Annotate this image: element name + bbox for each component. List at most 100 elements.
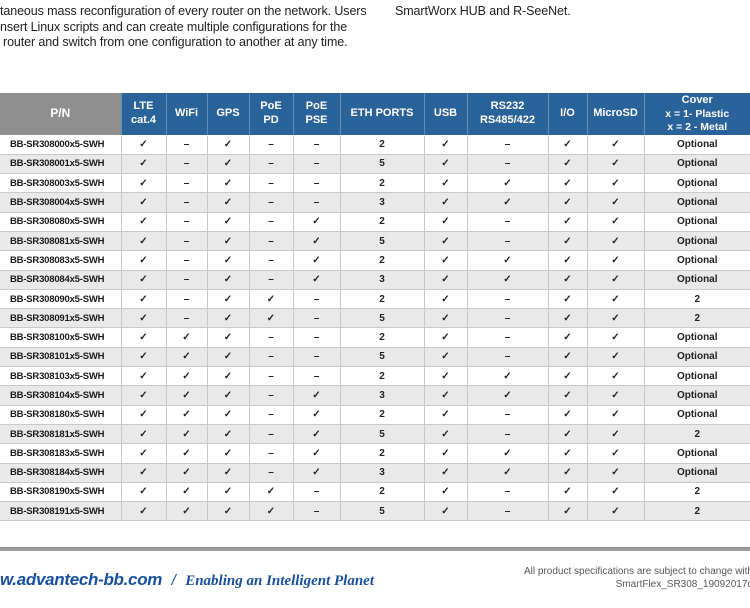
spec-cell-gps: ✓ xyxy=(207,327,250,348)
spec-cell-eth-ports: 3 xyxy=(340,385,425,406)
spec-cell-io: ✓ xyxy=(548,405,588,425)
spec-cell-poe-pd: – xyxy=(249,347,294,368)
spec-cell-cover: Optional xyxy=(644,463,750,483)
pn-cell: BB-SR308101x5-SWH xyxy=(0,347,122,368)
spec-cell-usb: ✓ xyxy=(424,212,468,232)
spec-cell-usb: ✓ xyxy=(424,308,468,329)
spec-cell-wifi: ✓ xyxy=(166,424,208,445)
spec-cell-io: ✓ xyxy=(548,212,588,232)
spec-cell-lte-cat4: ✓ xyxy=(121,250,167,271)
spec-cell-poe-pd: ✓ xyxy=(249,289,294,310)
spec-cell-wifi: ✓ xyxy=(166,463,208,483)
spec-cell-microsd: ✓ xyxy=(587,443,645,464)
spec-cell-poe-pd: – xyxy=(249,192,294,213)
spec-cell-io: ✓ xyxy=(548,482,588,503)
spec-cell-poe-pd: – xyxy=(249,327,294,348)
spec-cell-gps: ✓ xyxy=(207,135,250,155)
table-row: BB-SR308180x5-SWH ✓ ✓ ✓ – ✓ 2 ✓ – ✓ ✓ Optional xyxy=(0,405,750,425)
spec-cell-usb: ✓ xyxy=(424,250,468,271)
column-header-poe-pse: PoE PSE xyxy=(292,93,340,136)
spec-cell-lte-cat4: ✓ xyxy=(121,308,167,329)
spec-cell-poe-pse: ✓ xyxy=(293,385,341,406)
spec-cell-lte-cat4: ✓ xyxy=(121,135,167,155)
spec-cell-rs232: – xyxy=(467,154,549,175)
spec-cell-gps: ✓ xyxy=(207,463,250,483)
spec-cell-io: ✓ xyxy=(548,173,588,194)
spec-cell-microsd: ✓ xyxy=(587,289,645,310)
spec-cell-io: ✓ xyxy=(548,501,588,522)
spec-cell-cover: Optional xyxy=(644,347,750,368)
table-row: BB-SR308003x5-SWH ✓ – ✓ – –2 ✓ ✓ ✓ ✓ Optional xyxy=(0,173,750,194)
spec-cell-io: ✓ xyxy=(548,289,588,310)
spec-cell-microsd: ✓ xyxy=(587,501,645,522)
spec-cell-eth-ports: 5 xyxy=(340,424,425,445)
spec-cell-io: ✓ xyxy=(548,366,588,387)
spec-cell-microsd: ✓ xyxy=(587,366,645,387)
spec-cell-poe-pse: – xyxy=(293,308,341,329)
table-row: BB-SR308001x5-SWH ✓ – ✓ – –5 ✓ – ✓ ✓ Optional xyxy=(0,154,750,175)
column-header-wifi: WiFi xyxy=(165,93,207,136)
spec-cell-eth-ports: 2 xyxy=(340,289,425,310)
spec-cell-lte-cat4: ✓ xyxy=(121,270,167,290)
spec-cell-wifi: – xyxy=(166,135,208,155)
intro-line: taneous mass reconfiguration of every ro… xyxy=(0,4,367,18)
intro-line: router and switch from one configuration… xyxy=(3,35,348,50)
product-spec-table: P/N LTE cat.4 WiFi GPS PoE PD PoE PSE ETH PORTS US… xyxy=(0,93,750,522)
table-row: BB-SR308081x5-SWH ✓ – ✓ – ✓ 5 ✓ – ✓ ✓ Optional xyxy=(0,231,750,252)
spec-cell-gps: ✓ xyxy=(207,192,250,213)
spec-cell-cover: 2 xyxy=(644,482,750,503)
spec-cell-usb: ✓ xyxy=(424,135,468,155)
spec-cell-io: ✓ xyxy=(548,385,588,406)
spec-cell-rs232: – xyxy=(467,135,549,155)
column-header-pn: P/N xyxy=(0,93,121,136)
spec-cell-io: ✓ xyxy=(548,347,588,368)
spec-cell-cover: Optional xyxy=(644,192,750,213)
spec-cell-usb: ✓ xyxy=(424,347,468,368)
table-row: BB-SR308090x5-SWH ✓ – ✓ ✓ –2 ✓ – ✓ ✓ 2 xyxy=(0,289,750,310)
column-header-poe-pd: PoE PD xyxy=(248,93,293,136)
spec-cell-microsd: ✓ xyxy=(587,405,645,425)
spec-cell-poe-pse: ✓ xyxy=(293,231,341,252)
pn-cell: BB-SR308001x5-SWH xyxy=(0,154,122,175)
spec-cell-poe-pse: ✓ xyxy=(293,405,341,425)
pn-cell: BB-SR308080x5-SWH xyxy=(0,212,122,232)
spec-cell-rs232: – xyxy=(467,231,549,252)
table-row: BB-SR308100x5-SWH ✓ ✓ ✓ – –2 ✓ – ✓ ✓ Optional xyxy=(0,327,750,348)
pn-cell: BB-SR308091x5-SWH xyxy=(0,308,122,329)
spec-cell-usb: ✓ xyxy=(424,501,468,522)
spec-cell-cover: Optional xyxy=(644,270,750,290)
spec-cell-lte-cat4: ✓ xyxy=(121,385,167,406)
table-row: BB-SR308183x5-SWH ✓ ✓ ✓ – ✓ 2 ✓ ✓ ✓ ✓ Optional xyxy=(0,443,750,464)
footer-separator: / xyxy=(171,572,176,589)
spec-cell-poe-pd: – xyxy=(249,405,294,425)
spec-cell-poe-pse: – xyxy=(293,482,341,503)
spec-cell-eth-ports: 5 xyxy=(340,154,425,175)
spec-cell-usb: ✓ xyxy=(424,366,468,387)
column-header-cover: Cover x = 1- Plastic x = 2 - Metal xyxy=(643,93,750,136)
spec-cell-wifi: – xyxy=(166,231,208,252)
table-row: BB-SR308091x5-SWH ✓ – ✓ ✓ –5 ✓ – ✓ ✓ 2 xyxy=(0,308,750,329)
spec-cell-lte-cat4: ✓ xyxy=(121,482,167,503)
pn-cell: BB-SR308003x5-SWH xyxy=(0,173,122,194)
spec-cell-poe-pd: – xyxy=(249,231,294,252)
spec-cell-rs232: – xyxy=(467,424,549,445)
spec-cell-poe-pd: ✓ xyxy=(249,308,294,329)
spec-cell-gps: ✓ xyxy=(207,250,250,271)
spec-cell-usb: ✓ xyxy=(424,463,468,483)
spec-cell-lte-cat4: ✓ xyxy=(121,154,167,175)
spec-cell-lte-cat4: ✓ xyxy=(121,212,167,232)
spec-cell-poe-pse: ✓ xyxy=(293,212,341,232)
spec-cell-eth-ports: 2 xyxy=(340,135,425,155)
spec-cell-cover: Optional xyxy=(644,173,750,194)
table-row: BB-SR308184x5-SWH ✓ ✓ ✓ – ✓ 3 ✓ ✓ ✓ ✓ Optional xyxy=(0,463,750,483)
spec-cell-cover: Optional xyxy=(644,405,750,425)
spec-cell-microsd: ✓ xyxy=(587,327,645,348)
spec-cell-wifi: – xyxy=(166,154,208,175)
spec-cell-usb: ✓ xyxy=(424,327,468,348)
footer-brand: w.advantech-bb.com / Enabling an Intelli… xyxy=(0,570,374,590)
spec-cell-poe-pse: ✓ xyxy=(293,424,341,445)
spec-cell-microsd: ✓ xyxy=(587,250,645,271)
spec-cell-microsd: ✓ xyxy=(587,154,645,175)
spec-cell-io: ✓ xyxy=(548,154,588,175)
website-link[interactable]: w.advantech-bb.com xyxy=(0,570,163,589)
